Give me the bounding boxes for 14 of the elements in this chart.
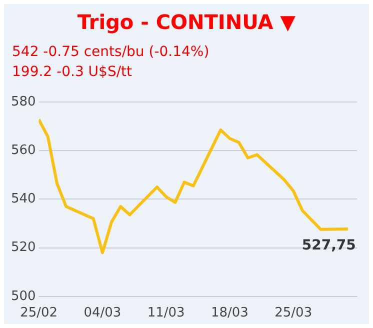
y-tick-label: 560 <box>10 142 36 158</box>
y-tick-label: 580 <box>10 94 36 110</box>
x-tick-label: 25/02 <box>20 306 58 321</box>
x-tick-label: 04/03 <box>84 306 122 321</box>
text: 199.2 -0.3 U$S/tt <box>12 64 132 80</box>
annotation: 527,75 <box>302 238 356 254</box>
text: 542 -0.75 cents/bu (-0.14%) <box>12 44 210 60</box>
x-tick-label: 25/03 <box>274 306 312 321</box>
y-tick-label: 500 <box>10 288 36 304</box>
y-tick-label: 520 <box>10 240 36 256</box>
chart-title: Trigo - CONTINUA ▼ <box>76 10 297 34</box>
x-tick-label: 11/03 <box>147 306 185 321</box>
y-tick-label: 540 <box>10 192 36 207</box>
x-tick-label: 18/03 <box>210 306 248 321</box>
